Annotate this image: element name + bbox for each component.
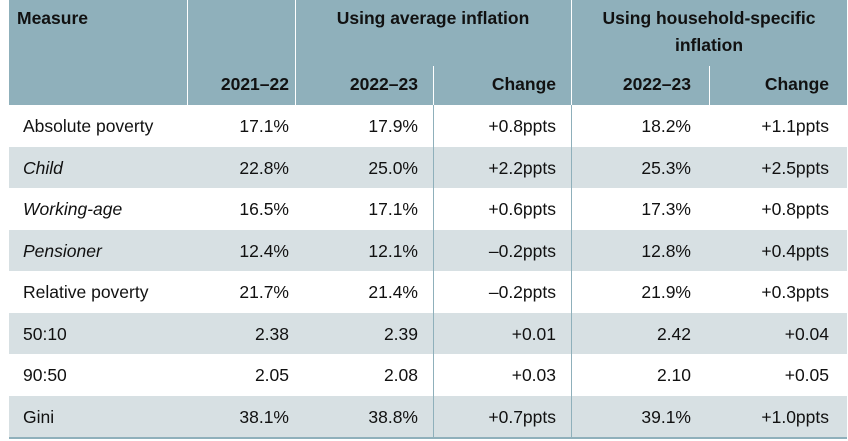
row-label: 90:50: [23, 365, 67, 385]
table-row: Gini 38.1% 38.8% +0.7ppts 39.1% +1.0ppts: [9, 395, 847, 437]
cell-hh2022: 39.1%: [641, 406, 691, 427]
cell-avg2022: 2.39: [383, 323, 418, 344]
cell-avgchg: +2.2ppts: [488, 157, 556, 178]
cell-avg2022: 17.9%: [368, 116, 418, 136]
cell-hh2022: 2.42: [656, 323, 691, 344]
cell-hhchg: +0.05: [784, 365, 829, 385]
table-bottom-rule: [9, 437, 847, 439]
table-row: 90:50 2.05 2.08 +0.03 2.10 +0.05: [9, 354, 847, 396]
header-col-avg-2022-23: 2022–23: [349, 74, 418, 94]
table-row: Working-age 16.5% 17.1% +0.6ppts 17.3% +0.8pp…: [9, 188, 847, 230]
header-row-columns: 2021–22 2022–23 Change 2022–23 Change: [9, 66, 847, 105]
cell-avgchg: +0.03: [511, 365, 556, 385]
cell-avgchg: –0.2ppts: [488, 282, 556, 302]
cell-v2021: 2.38: [254, 323, 289, 344]
cell-avgchg: +0.01: [511, 323, 556, 344]
cell-hh2022: 2.10: [656, 365, 691, 385]
table-row: Child 22.8% 25.0% +2.2ppts 25.3% +2.5ppts: [9, 146, 847, 188]
row-label: Child: [23, 157, 63, 178]
cell-hhchg: +0.4ppts: [761, 240, 829, 261]
row-label: Working-age: [23, 199, 123, 219]
header-divider: [295, 0, 296, 105]
cell-avgchg: +0.7ppts: [488, 406, 556, 427]
column-divider: [433, 105, 434, 437]
cell-hhchg: +0.8ppts: [761, 199, 829, 219]
cell-avg2022: 25.0%: [368, 157, 418, 178]
cell-avgchg: –0.2ppts: [488, 240, 556, 261]
header-measure: Measure: [17, 8, 89, 28]
header-col-2021-22: 2021–22: [220, 74, 289, 94]
cell-avg2022: 38.8%: [368, 406, 418, 427]
header-group-household-line2: inflation: [674, 35, 744, 55]
cell-hhchg: +2.5ppts: [761, 157, 829, 178]
column-divider: [571, 105, 572, 437]
table-row: Absolute poverty 17.1% 17.9% +0.8ppts 18.2% +…: [9, 105, 847, 147]
header-divider: [187, 0, 188, 105]
row-label: 50:10: [23, 323, 67, 344]
header-group-average-inflation: Using average inflation: [336, 8, 530, 28]
cell-v2021: 22.8%: [239, 157, 289, 178]
cell-avg2022: 12.1%: [368, 240, 418, 261]
cell-hh2022: 12.8%: [641, 240, 691, 261]
header-col-hh-change: Change: [764, 74, 829, 94]
cell-v2021: 38.1%: [239, 406, 289, 427]
table-row: 50:10 2.38 2.39 +0.01 2.42 +0.04: [9, 312, 847, 354]
cell-hhchg: +1.1ppts: [761, 116, 829, 136]
row-label: Pensioner: [23, 240, 102, 261]
header-divider: [433, 66, 434, 105]
cell-avg2022: 2.08: [383, 365, 418, 385]
cell-v2021: 16.5%: [239, 199, 289, 219]
cell-hh2022: 25.3%: [641, 157, 691, 178]
cell-hhchg: +0.04: [784, 323, 829, 344]
row-label: Absolute poverty: [23, 116, 154, 136]
row-label: Relative poverty: [23, 282, 149, 302]
cell-avg2022: 17.1%: [368, 199, 418, 219]
header-divider: [571, 0, 572, 105]
table-row: Relative poverty 21.7% 21.4% –0.2ppts 21.9% +…: [9, 271, 847, 313]
header-group-household-line1: Using household-specific: [602, 8, 816, 28]
cell-hhchg: +1.0ppts: [761, 406, 829, 427]
cell-v2021: 21.7%: [239, 282, 289, 302]
poverty-inequality-table: Measure Using average inflation Using ho…: [9, 0, 847, 441]
header-col-avg-change: Change: [491, 74, 556, 94]
table-row: Pensioner 12.4% 12.1% –0.2ppts 12.8% +0.4ppts: [9, 229, 847, 271]
cell-v2021: 2.05: [254, 365, 289, 385]
cell-avgchg: +0.8ppts: [488, 116, 556, 136]
cell-hh2022: 18.2%: [641, 116, 691, 136]
header-row-groups: Measure Using average inflation Using ho…: [9, 0, 847, 66]
cell-hh2022: 21.9%: [641, 282, 691, 302]
header-col-hh-2022-23: 2022–23: [622, 74, 691, 94]
cell-v2021: 12.4%: [239, 240, 289, 261]
cell-hh2022: 17.3%: [641, 199, 691, 219]
cell-hhchg: +0.3ppts: [761, 282, 829, 302]
cell-v2021: 17.1%: [239, 116, 289, 136]
cell-avg2022: 21.4%: [368, 282, 418, 302]
row-label: Gini: [23, 406, 55, 427]
cell-avgchg: +0.6ppts: [488, 199, 556, 219]
header-divider: [709, 66, 710, 105]
